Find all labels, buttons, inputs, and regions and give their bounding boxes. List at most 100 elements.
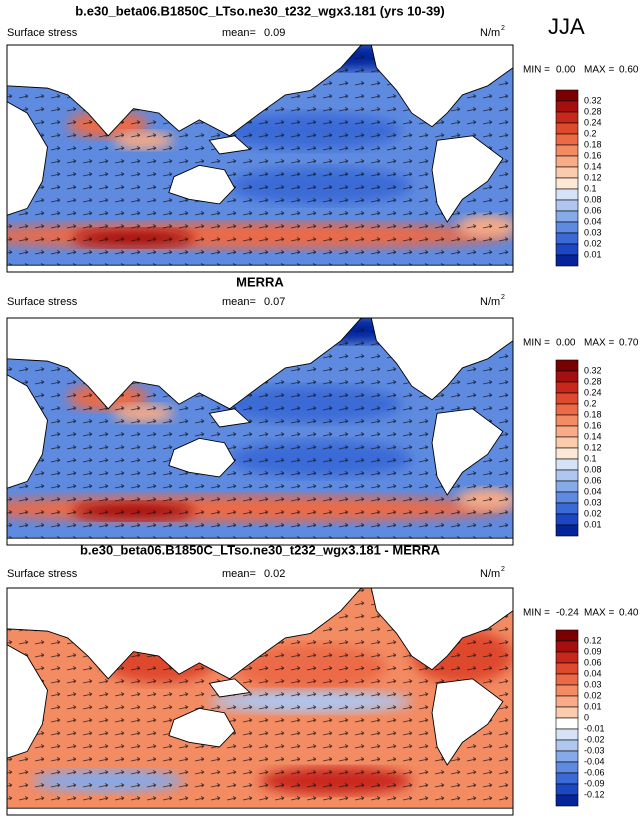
min-value: -0.24 <box>556 608 579 619</box>
units: N/m <box>480 296 500 308</box>
colorbar-label: 0.04 <box>584 486 602 496</box>
colorbar-box <box>555 480 579 493</box>
colorbar-box <box>555 794 579 807</box>
land <box>7 644 48 759</box>
colorbar-box <box>555 89 579 102</box>
colorbar-label: 0.06 <box>584 475 602 485</box>
max-label: MAX = <box>584 608 614 619</box>
mean-value: 0.07 <box>264 296 285 308</box>
land <box>168 437 236 478</box>
max-label: MAX = <box>584 338 614 349</box>
colorbar-box <box>555 359 579 372</box>
colorbar-box <box>555 221 579 234</box>
land <box>7 101 48 216</box>
colorbar-box <box>555 133 579 146</box>
season-label: JJA <box>548 14 585 39</box>
land <box>370 588 513 671</box>
colorbar-label: -0.06 <box>584 767 605 777</box>
land <box>208 408 251 428</box>
colorbar-label: -0.03 <box>584 745 605 755</box>
colorbar-box <box>555 392 579 405</box>
land <box>7 318 362 410</box>
colorbar-box <box>555 706 579 719</box>
colorbar-label: -0.09 <box>584 778 605 788</box>
colorbar-label: 0.32 <box>584 365 602 375</box>
land <box>431 408 504 496</box>
units: N/m <box>480 27 500 39</box>
units-sup: 2 <box>501 294 505 301</box>
colorbar-box <box>555 403 579 416</box>
colorbar-box <box>555 469 579 482</box>
colorbar-box <box>555 640 579 653</box>
colorbar-label: -0.12 <box>584 789 605 799</box>
land <box>431 678 504 766</box>
min-label: MIN = <box>523 338 550 349</box>
colorbar-box <box>555 629 579 642</box>
colorbar-box <box>555 673 579 686</box>
colorbar-box <box>555 750 579 763</box>
colorbar-label: 0.01 <box>584 701 602 711</box>
left-label: Surface stress <box>7 27 78 39</box>
mean-value: 0.02 <box>264 568 285 580</box>
units: N/m <box>480 568 500 580</box>
colorbar-label: 0.28 <box>584 376 602 386</box>
land <box>370 45 513 128</box>
colorbar-label: 0.12 <box>584 172 602 182</box>
colorbar-label: 0.09 <box>584 646 602 656</box>
colorbar-label: -0.04 <box>584 756 605 766</box>
map <box>7 318 513 545</box>
land <box>7 588 362 680</box>
min-label: MIN = <box>523 608 550 619</box>
land <box>370 318 513 401</box>
colorbar-box <box>555 684 579 697</box>
colorbar-box <box>555 232 579 245</box>
colorbar-box <box>555 210 579 223</box>
colorbar-box <box>555 436 579 449</box>
colorbar-box <box>555 188 579 201</box>
colorbar-label: -0.02 <box>584 734 605 744</box>
colorbar-label: 0.02 <box>584 508 602 518</box>
colorbar-box <box>555 717 579 730</box>
panel-title: b.e30_beta06.B1850C_LTso.ne30_t232_wgx3.… <box>75 3 445 18</box>
land <box>7 374 48 489</box>
colorbar-box <box>555 381 579 394</box>
colorbar-label: 0.02 <box>584 238 602 248</box>
colorbar-box <box>555 651 579 664</box>
min-value: 0.00 <box>556 338 576 349</box>
colorbar-box <box>555 447 579 460</box>
land <box>168 164 236 205</box>
colorbar-box <box>555 513 579 526</box>
panel-title: b.e30_beta06.B1850C_LTso.ne30_t232_wgx3.… <box>80 542 441 557</box>
colorbar-label: 0.24 <box>584 117 602 127</box>
colorbar-label: 0.12 <box>584 635 602 645</box>
min-value: 0.00 <box>556 65 576 76</box>
colorbar-label: 0.01 <box>584 519 602 529</box>
max-label: MAX = <box>584 65 614 76</box>
colorbar-label: 0.24 <box>584 387 602 397</box>
land <box>208 678 251 698</box>
colorbar-box <box>555 199 579 212</box>
colorbar-label: 0.03 <box>584 497 602 507</box>
colorbar-box <box>555 144 579 157</box>
mean-label: mean= <box>222 296 256 308</box>
colorbar-box <box>555 243 579 256</box>
land <box>168 707 236 748</box>
colorbar-label: 0.08 <box>584 194 602 204</box>
land <box>208 135 251 155</box>
colorbar-label: 0.18 <box>584 409 602 419</box>
max-value: 0.70 <box>619 338 639 349</box>
colorbar-label: 0.2 <box>584 398 597 408</box>
map-frame <box>6 44 514 273</box>
colorbar-label: 0.02 <box>584 690 602 700</box>
mean-label: mean= <box>222 568 256 580</box>
colorbar-box <box>555 761 579 774</box>
colorbar-label: 0.08 <box>584 464 602 474</box>
colorbar-label: 0.03 <box>584 679 602 689</box>
colorbar-box <box>555 491 579 504</box>
colorbar-label: 0.06 <box>584 657 602 667</box>
max-value: 0.60 <box>619 65 639 76</box>
colorbar-label: 0 <box>584 712 589 722</box>
land <box>431 135 504 223</box>
units-sup: 2 <box>501 566 505 573</box>
colorbar-label: -0.01 <box>584 723 605 733</box>
